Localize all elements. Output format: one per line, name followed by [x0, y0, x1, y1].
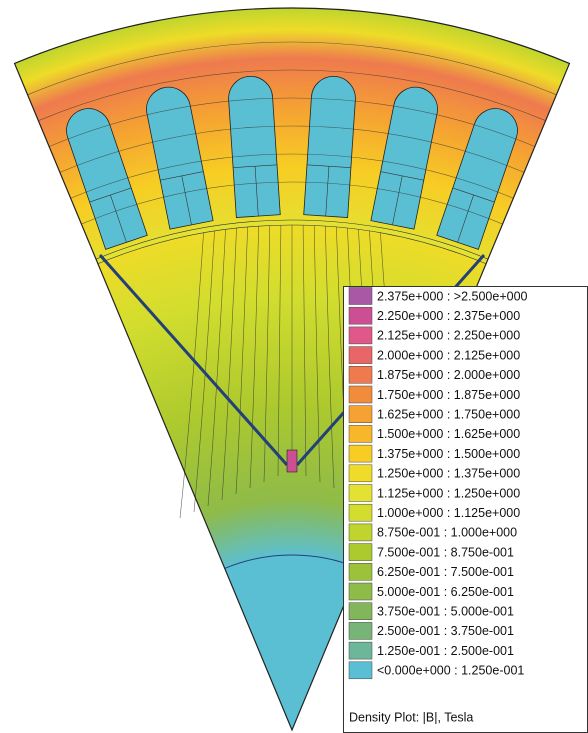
slot-shape — [304, 75, 357, 218]
legend-swatch — [349, 465, 372, 482]
legend-swatch — [349, 327, 372, 344]
legend-label: 1.250e+000 : 1.375e+000 — [377, 467, 520, 481]
legend-label: 2.500e-001 : 3.750e-001 — [377, 624, 514, 638]
legend-label: 2.000e+000 : 2.125e+000 — [377, 348, 520, 362]
legend-swatch — [349, 642, 372, 659]
legend-swatch — [349, 347, 372, 364]
legend-label: 1.250e-001 : 2.500e-001 — [377, 644, 514, 658]
legend-swatch — [349, 504, 372, 521]
legend-swatch — [349, 366, 372, 383]
legend-label: 1.875e+000 : 2.000e+000 — [377, 368, 520, 382]
legend-label: 2.125e+000 : 2.250e+000 — [377, 329, 520, 343]
screen: Density Plot: |B|, Tesla 2.375e+000 : >2… — [0, 0, 588, 733]
legend-label: 1.625e+000 : 1.750e+000 — [377, 407, 520, 421]
legend-label: 5.000e-001 : 6.250e-001 — [377, 585, 514, 599]
legend-swatch — [349, 445, 372, 462]
legend-swatch — [349, 563, 372, 580]
legend-label: 2.250e+000 : 2.375e+000 — [377, 309, 520, 323]
density-plot: Density Plot: |B|, Tesla 2.375e+000 : >2… — [0, 0, 588, 733]
legend-swatch — [349, 524, 372, 541]
legend-label: 1.375e+000 : 1.500e+000 — [377, 447, 520, 461]
legend-swatch — [349, 485, 372, 502]
legend-label: 6.250e-001 : 7.500e-001 — [377, 565, 514, 579]
slot-shape — [227, 75, 280, 218]
legend-swatch — [349, 544, 372, 561]
bridge — [287, 450, 297, 472]
legend-swatch — [349, 603, 372, 620]
legend-label: 1.125e+000 : 1.250e+000 — [377, 486, 520, 500]
legend-swatch — [349, 662, 372, 679]
legend-label: 1.500e+000 : 1.625e+000 — [377, 427, 520, 441]
legend-swatch — [349, 406, 372, 423]
legend-swatch — [349, 386, 372, 403]
slot — [304, 75, 357, 218]
legend-title: Density Plot: |B|, Tesla — [349, 710, 473, 724]
legend-swatch — [349, 307, 372, 324]
legend-swatch — [349, 425, 372, 442]
legend-label: 8.750e-001 : 1.000e+000 — [377, 526, 517, 540]
legend-swatch — [349, 583, 372, 600]
legend-label: <0.000e+000 : 1.250e-001 — [377, 664, 524, 678]
slot — [227, 75, 280, 218]
legend-swatch — [349, 288, 372, 305]
legend-label: 1.750e+000 : 1.875e+000 — [377, 388, 520, 402]
legend-label: 1.000e+000 : 1.125e+000 — [377, 506, 520, 520]
legend-swatch — [349, 622, 372, 639]
legend: Density Plot: |B|, Tesla 2.375e+000 : >2… — [344, 287, 588, 733]
legend-label: 7.500e-001 : 8.750e-001 — [377, 545, 514, 559]
legend-label: 2.375e+000 : >2.500e+000 — [377, 289, 528, 303]
legend-label: 3.750e-001 : 5.000e-001 — [377, 604, 514, 618]
